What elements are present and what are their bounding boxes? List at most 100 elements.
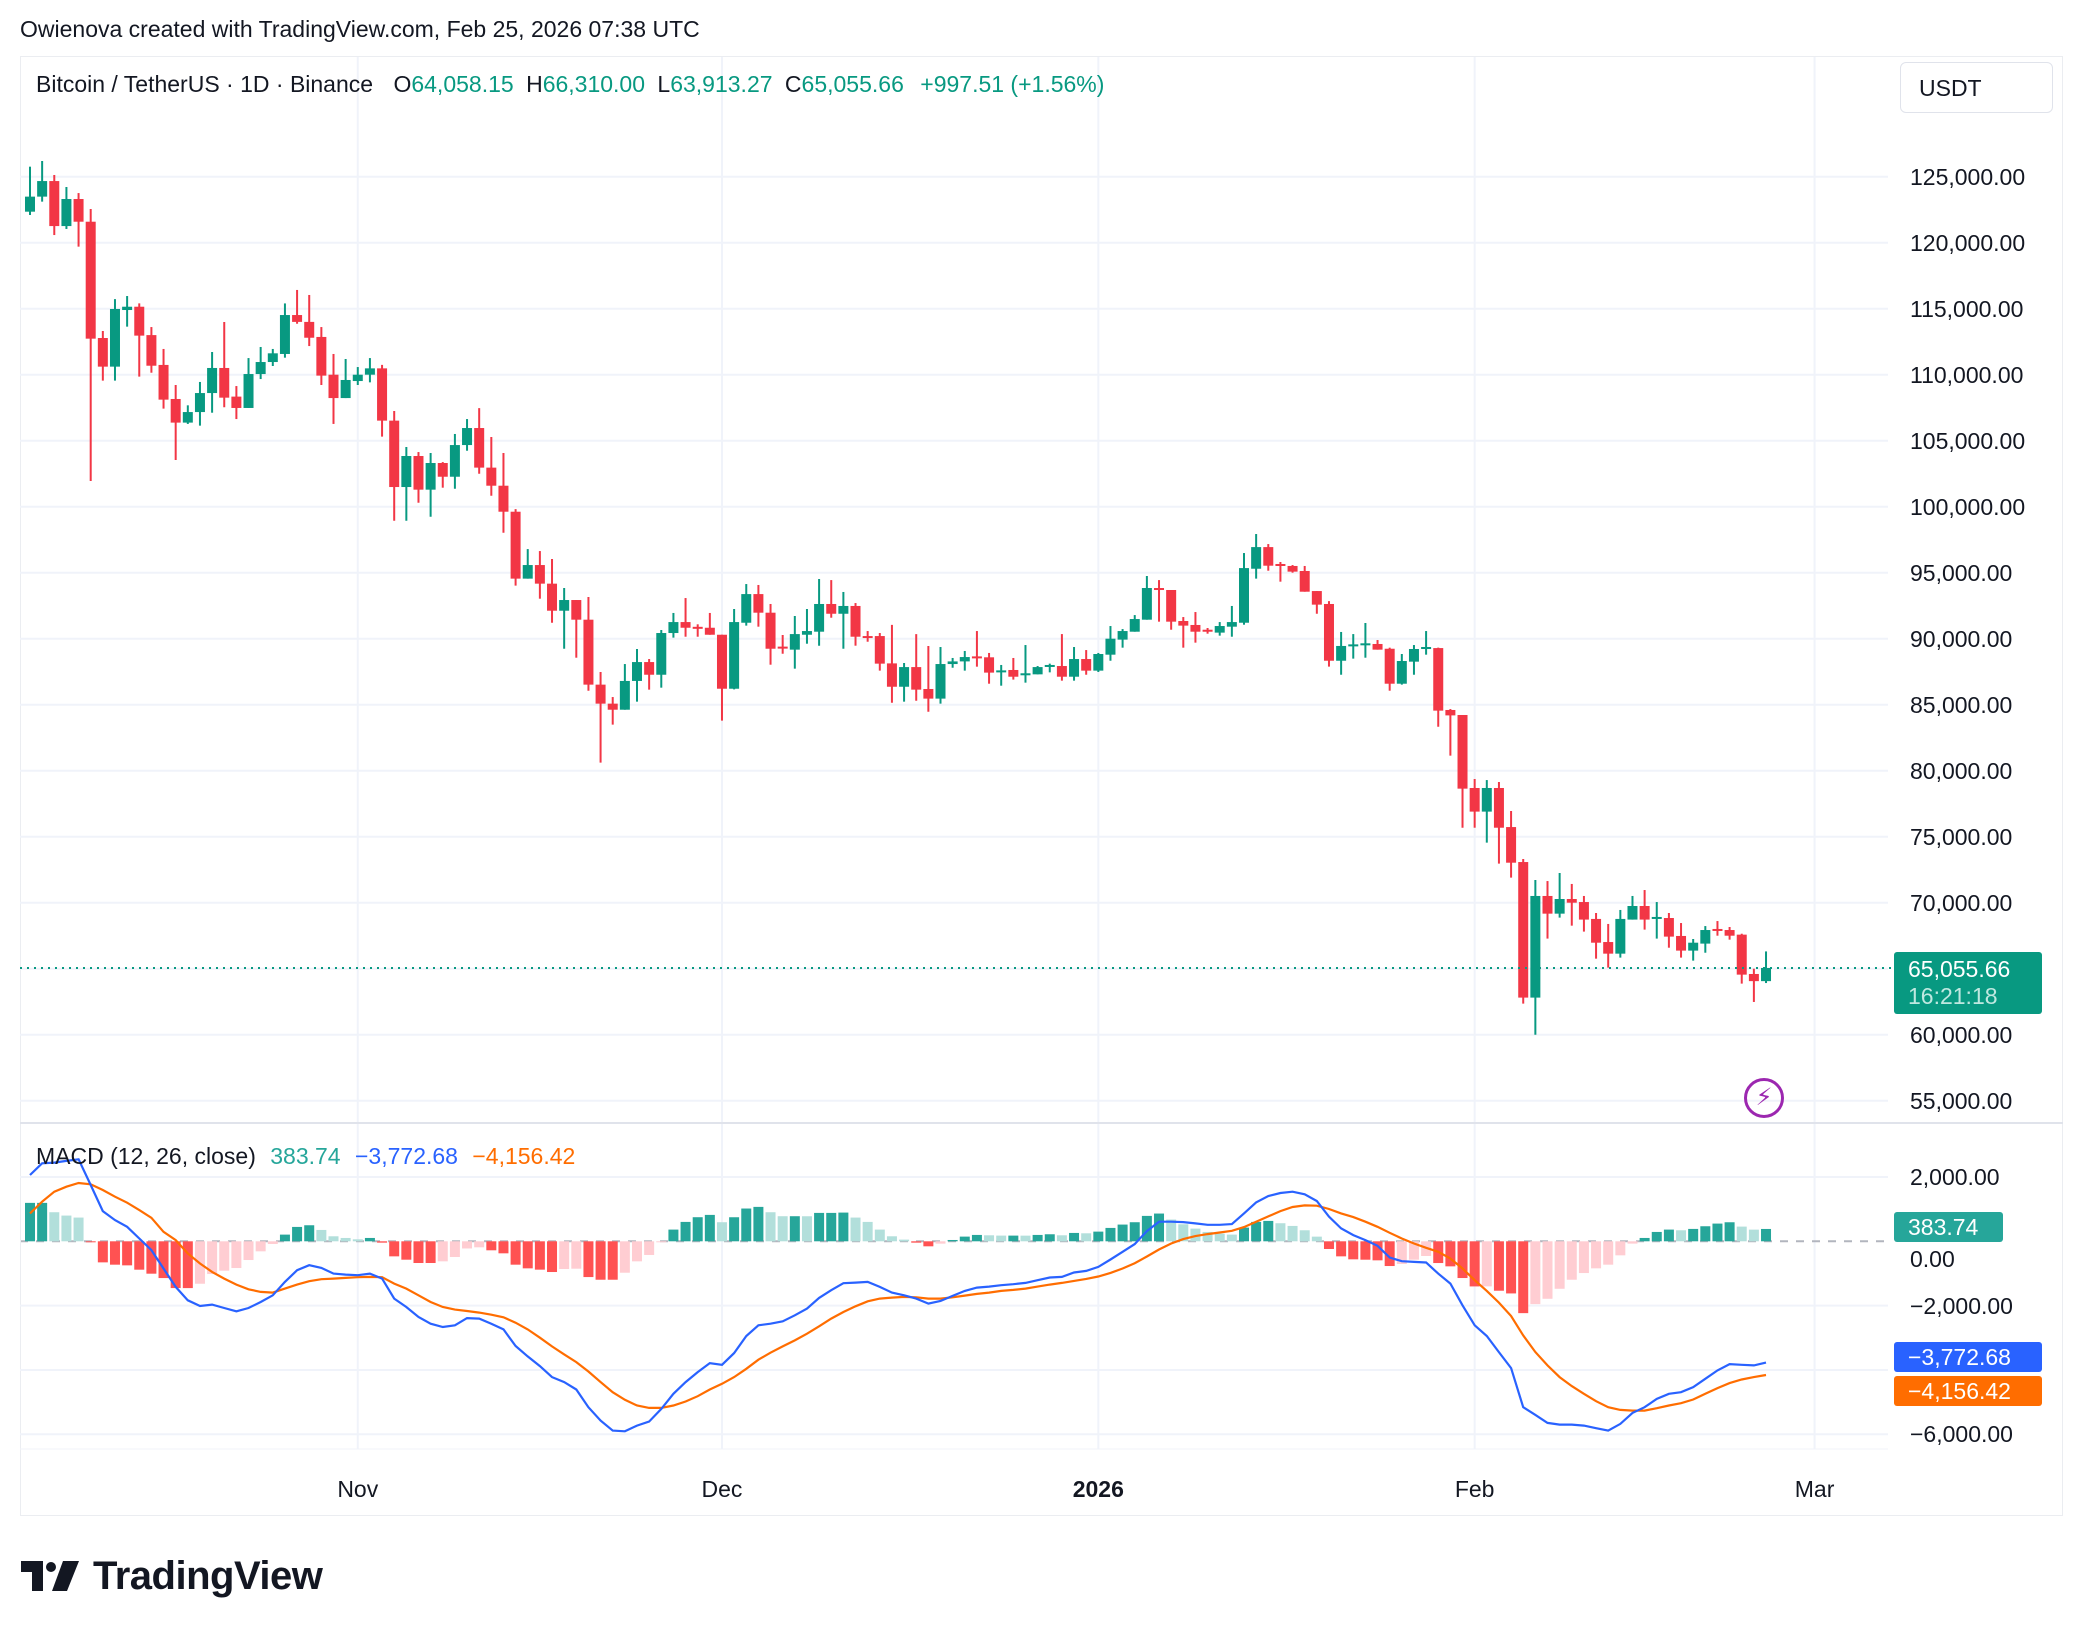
macd-histogram-bar	[1251, 1221, 1262, 1242]
candle-body	[1069, 659, 1080, 677]
macd-histogram-bar	[1020, 1235, 1031, 1242]
candle-body	[862, 636, 873, 639]
candle	[1226, 605, 1237, 637]
candle	[1348, 634, 1359, 659]
price-tick-label: 70,000.00	[1910, 889, 2013, 916]
price-tick-label: 55,000.00	[1910, 1087, 2013, 1114]
candle-body	[911, 667, 922, 690]
macd-line-tag: −3,772.68	[1894, 1342, 2042, 1372]
candle	[947, 657, 958, 668]
macd-histogram-bar	[352, 1239, 363, 1242]
macd-histogram-bar	[1554, 1241, 1565, 1289]
change-value: +997.51 (+1.56%)	[920, 71, 1105, 97]
candle-body	[243, 374, 254, 408]
candle-body	[134, 306, 145, 336]
macd-histogram-bar	[1663, 1229, 1674, 1242]
low-label: L	[657, 71, 671, 97]
price-tick-label: 125,000.00	[1910, 163, 2026, 190]
macd-histogram-bar	[1336, 1241, 1347, 1257]
candle	[1032, 666, 1043, 675]
macd-histogram-bar	[474, 1241, 485, 1248]
candle	[1239, 553, 1249, 625]
candle	[1518, 859, 1529, 1004]
candle-body	[692, 626, 703, 629]
macd-histogram-bar	[534, 1241, 545, 1270]
macd-histogram-bar	[729, 1217, 740, 1242]
macd-histogram-bar	[1178, 1224, 1189, 1242]
candle	[522, 549, 533, 579]
candle	[704, 612, 715, 635]
macd-histogram-bar	[947, 1239, 958, 1242]
candle	[1069, 647, 1080, 681]
macd-histogram-bar	[85, 1241, 96, 1243]
macd-histogram-bar	[1603, 1241, 1614, 1265]
candle-body	[716, 634, 727, 689]
price-tick-label: 80,000.00	[1910, 757, 2013, 784]
macd-histogram-bar	[801, 1216, 812, 1242]
candle	[1578, 895, 1589, 932]
candle-body	[1384, 648, 1395, 684]
macd-histogram-bar	[1154, 1213, 1165, 1242]
candle	[814, 579, 825, 646]
macd-histogram-bar	[1700, 1226, 1711, 1242]
candle	[644, 659, 655, 690]
macd-title[interactable]: MACD (12, 26, close)	[36, 1143, 256, 1169]
macd-histogram-bar	[158, 1241, 169, 1279]
candle	[692, 624, 703, 637]
candle-body	[1408, 648, 1419, 662]
candle-body	[389, 420, 400, 488]
candle-body	[1578, 902, 1589, 920]
candle-body	[1481, 787, 1492, 812]
symbol-title[interactable]: Bitcoin / TetherUS · 1D · Binance	[36, 71, 374, 97]
macd-histogram-bar	[1566, 1241, 1577, 1280]
candle	[1372, 640, 1383, 650]
time-tick-label: Feb	[1454, 1476, 1495, 1502]
macd-histogram-bar	[292, 1226, 303, 1242]
candle-body	[267, 353, 278, 363]
candle-body	[534, 565, 545, 584]
candle	[134, 303, 145, 377]
candle	[1384, 647, 1395, 691]
candle	[1506, 810, 1517, 878]
candle	[1676, 923, 1687, 958]
candle	[1493, 782, 1504, 864]
candle-body	[753, 594, 764, 613]
candle	[680, 598, 691, 637]
tradingview-logo-icon	[21, 1561, 79, 1591]
candle-body	[801, 631, 812, 635]
candle-body	[1178, 621, 1189, 626]
candle	[1299, 565, 1310, 592]
candle	[753, 584, 764, 627]
macd-histogram-bar	[61, 1215, 72, 1242]
candle-body	[1263, 547, 1274, 566]
candle	[716, 634, 727, 721]
lightning-bolt-icon[interactable]: ⚡︎	[1744, 1078, 1784, 1118]
candle	[1323, 601, 1334, 667]
macd-histogram-bar	[1469, 1241, 1480, 1287]
candle	[668, 612, 679, 638]
candle	[316, 327, 327, 385]
time-tick-label: Nov	[337, 1476, 379, 1502]
candle	[267, 348, 278, 366]
candle	[1251, 534, 1262, 579]
candle	[959, 650, 970, 671]
currency-button[interactable]: USDT	[1900, 62, 2053, 113]
candle	[1154, 580, 1165, 622]
candle	[194, 381, 205, 426]
candle	[1663, 912, 1674, 948]
candle-body	[170, 398, 181, 423]
candle-body	[971, 656, 982, 659]
candle	[547, 558, 558, 623]
candle-body	[850, 605, 861, 637]
price-tick-label: 115,000.00	[1910, 295, 2024, 322]
candle	[158, 348, 169, 409]
candle	[595, 671, 606, 763]
candle-body	[425, 463, 436, 490]
low-value: 63,913.27	[670, 71, 773, 97]
candle-body	[814, 603, 825, 632]
candle-body	[923, 688, 934, 699]
macd-histogram-bar	[632, 1241, 642, 1262]
candle	[364, 358, 375, 383]
candle-body	[85, 221, 96, 339]
